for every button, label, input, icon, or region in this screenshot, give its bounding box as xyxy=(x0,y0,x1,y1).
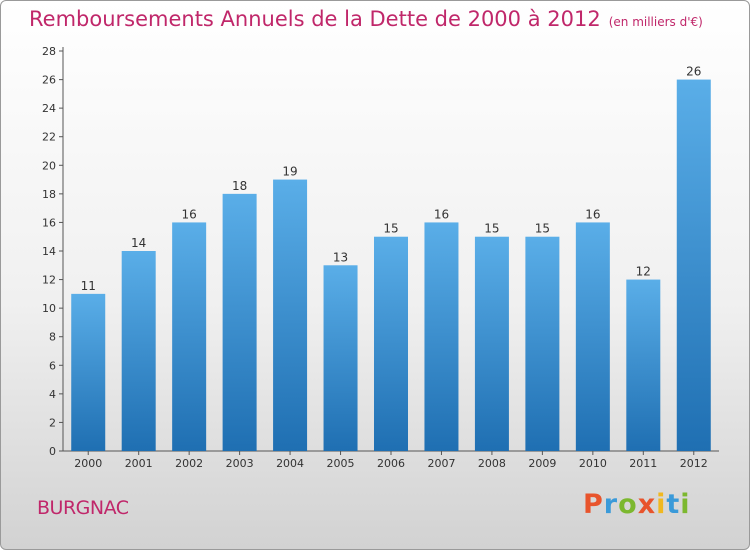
bar-2001 xyxy=(121,251,156,451)
chart-title: Remboursements Annuels de la Dette de 20… xyxy=(29,7,703,31)
data-label-2008: 15 xyxy=(484,222,499,236)
bar-2009 xyxy=(525,236,560,451)
data-label-2009: 15 xyxy=(535,222,550,236)
x-tick-label: 2006 xyxy=(377,457,405,470)
bar-2010 xyxy=(575,222,610,451)
y-tick-label: 20 xyxy=(42,159,56,172)
data-label-2006: 15 xyxy=(383,222,398,236)
bar-2007 xyxy=(424,222,459,451)
y-tick-label: 22 xyxy=(42,131,56,144)
data-label-2000: 11 xyxy=(81,279,96,293)
bar-2012 xyxy=(676,79,711,452)
x-tick-label: 2009 xyxy=(528,457,556,470)
logo-letter: P xyxy=(583,489,604,520)
y-tick-label: 2 xyxy=(49,416,56,429)
y-tick-label: 28 xyxy=(42,45,56,58)
bar-2006 xyxy=(374,236,408,451)
y-tick-label: 12 xyxy=(42,274,56,287)
data-label-2001: 14 xyxy=(131,236,146,250)
y-tick-label: 16 xyxy=(42,216,56,229)
logo-letter: x xyxy=(637,489,657,520)
x-tick-label: 2008 xyxy=(478,457,506,470)
logo-letter: o xyxy=(618,489,638,520)
y-tick-label: 26 xyxy=(42,74,56,87)
y-tick-label: 14 xyxy=(42,245,56,258)
bar-2003 xyxy=(222,193,257,451)
bar-2005 xyxy=(323,265,358,451)
y-tick-label: 18 xyxy=(42,188,56,201)
x-tick-label: 2001 xyxy=(125,457,153,470)
y-tick-label: 4 xyxy=(49,388,56,401)
data-label-2012: 26 xyxy=(686,65,701,79)
data-label-2004: 19 xyxy=(282,165,297,179)
x-tick-label: 2010 xyxy=(579,457,607,470)
data-label-2005: 13 xyxy=(333,250,348,264)
x-tick-label: 2005 xyxy=(327,457,355,470)
bar-2000 xyxy=(71,293,106,451)
y-tick-label: 10 xyxy=(42,302,56,315)
y-tick-label: 8 xyxy=(49,331,56,344)
logo-letter: r xyxy=(603,489,619,520)
x-tick-label: 2000 xyxy=(74,457,102,470)
proxiti-logo[interactable]: Proxiti xyxy=(583,489,691,520)
logo-letter: t xyxy=(666,489,681,520)
bar-2011 xyxy=(626,279,661,451)
town-name: BURGNAC xyxy=(37,497,129,519)
data-label-2003: 18 xyxy=(232,179,247,193)
x-axis: 2000 2001 2002 2003 2004 2005 2006 2007 2008 2009… xyxy=(63,450,719,470)
chart-title-text: Remboursements Annuels de la Dette de 20… xyxy=(29,7,601,31)
y-tick-label: 24 xyxy=(42,102,56,115)
bars xyxy=(71,79,711,452)
bar-2008 xyxy=(474,236,509,451)
bar-2002 xyxy=(172,222,207,451)
logo-letter: i xyxy=(680,489,691,520)
x-tick-label: 2002 xyxy=(175,457,203,470)
chart-unit: (en milliers d'€) xyxy=(608,15,703,29)
x-tick-label: 2003 xyxy=(226,457,254,470)
data-label-2002: 16 xyxy=(182,207,197,221)
x-tick-label: 2004 xyxy=(276,457,304,470)
y-tick-label: 6 xyxy=(49,359,56,372)
data-label-2010: 16 xyxy=(585,207,600,221)
data-label-2007: 16 xyxy=(434,207,449,221)
data-label-2011: 12 xyxy=(636,265,651,279)
x-tick-label: 2012 xyxy=(680,457,708,470)
logo-letter: i xyxy=(656,489,667,520)
x-tick-label: 2011 xyxy=(629,457,657,470)
data-labels: 11 14 16 18 19 13 15 16 15 15 16 12 26 xyxy=(81,65,702,293)
x-tick-label: 2007 xyxy=(427,457,455,470)
bar-2004 xyxy=(273,179,308,452)
y-tick-label: 0 xyxy=(49,445,56,458)
